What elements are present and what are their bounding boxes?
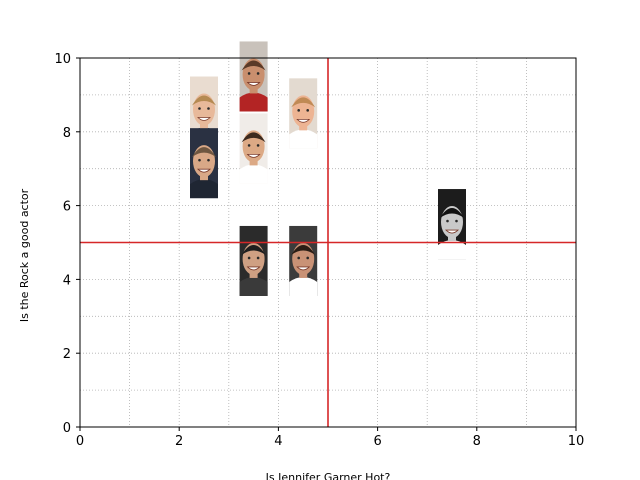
y-tick-label: 6 xyxy=(63,200,71,215)
smile xyxy=(445,229,459,234)
y-tick-label: 2 xyxy=(63,347,71,362)
hair xyxy=(291,97,316,108)
x-tick-label: 0 xyxy=(76,434,84,449)
y-axis-label: Is the Rock a good actor xyxy=(18,188,31,322)
eye-right xyxy=(207,158,210,162)
face-point-marker xyxy=(239,41,268,112)
smile xyxy=(246,154,261,158)
data-points xyxy=(190,41,466,296)
plot-frame xyxy=(79,57,577,428)
face-point-marker xyxy=(190,128,218,199)
face-point-marker xyxy=(289,78,318,149)
shirt xyxy=(190,179,218,199)
shirt xyxy=(438,240,466,260)
x-tick-label: 10 xyxy=(568,434,585,449)
eye-right xyxy=(207,107,210,110)
eye-left xyxy=(198,107,201,110)
shirt xyxy=(289,129,318,149)
y-tick-label: 0 xyxy=(63,421,71,436)
eye-left xyxy=(297,256,300,260)
eye-right xyxy=(306,256,309,260)
face-point-marker xyxy=(239,225,268,296)
x-tick-label: 6 xyxy=(373,434,381,449)
y-tick-label: 8 xyxy=(63,126,71,141)
eye-left xyxy=(446,219,449,223)
smile xyxy=(197,117,211,121)
hair xyxy=(192,95,216,106)
smile xyxy=(246,82,261,86)
shirt xyxy=(289,276,318,296)
eye-left xyxy=(247,144,251,147)
eye-right xyxy=(256,256,260,260)
shirt xyxy=(239,92,268,112)
face-point-marker xyxy=(289,225,318,296)
face-point-marker xyxy=(239,113,268,184)
x-axis-label: Is Jennifer Garner Hot? xyxy=(266,471,391,480)
y-tick-label: 4 xyxy=(63,273,71,288)
smile xyxy=(296,118,311,123)
shirt xyxy=(239,276,268,296)
x-tick-label: 4 xyxy=(274,434,282,449)
eye-right xyxy=(256,72,260,75)
hair xyxy=(440,208,464,219)
hair xyxy=(192,147,216,158)
hair xyxy=(241,60,266,71)
eye-left xyxy=(297,109,300,112)
hair xyxy=(241,132,266,143)
smile xyxy=(246,266,261,271)
eye-right xyxy=(455,219,458,223)
eye-right xyxy=(306,109,309,112)
smile xyxy=(296,266,311,271)
reference-lines xyxy=(80,58,576,427)
eye-left xyxy=(247,72,251,75)
y-tick-label: 10 xyxy=(54,52,71,67)
x-tick-label: 2 xyxy=(175,434,183,449)
face-point-marker xyxy=(438,189,466,260)
eye-right xyxy=(256,144,260,147)
eye-left xyxy=(247,256,251,260)
x-tick-label: 8 xyxy=(473,434,481,449)
eye-left xyxy=(198,158,201,162)
hair xyxy=(241,244,266,255)
axis-ticks: 0 2 4 6 8 10 0 2 4 6 8 10 xyxy=(54,52,584,449)
smile xyxy=(197,168,211,173)
hair xyxy=(291,244,316,255)
shirt xyxy=(239,164,268,184)
